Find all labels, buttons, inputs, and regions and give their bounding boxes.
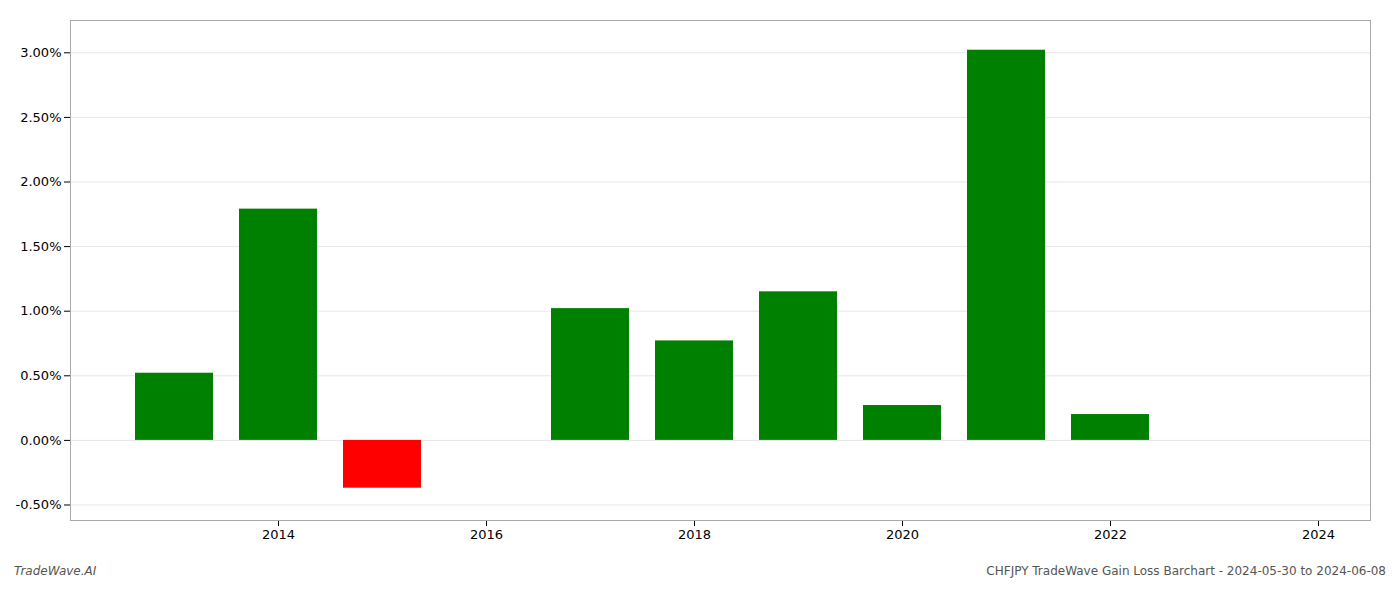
svg-text:2.50%: 2.50% bbox=[20, 110, 61, 125]
svg-text:3.00%: 3.00% bbox=[20, 45, 61, 60]
svg-text:2020: 2020 bbox=[886, 527, 919, 542]
svg-text:2024: 2024 bbox=[1302, 527, 1335, 542]
svg-text:0.50%: 0.50% bbox=[20, 368, 61, 383]
svg-text:1.00%: 1.00% bbox=[20, 303, 61, 318]
svg-text:2016: 2016 bbox=[470, 527, 503, 542]
svg-text:2022: 2022 bbox=[1094, 527, 1127, 542]
svg-text:1.50%: 1.50% bbox=[20, 239, 61, 254]
svg-text:2018: 2018 bbox=[678, 527, 711, 542]
svg-text:2014: 2014 bbox=[262, 527, 295, 542]
svg-text:2.00%: 2.00% bbox=[20, 174, 61, 189]
html-text:CHFJPY TradeWave Gain Loss Bar: CHFJPY TradeWave Gain Loss Barchart - 20… bbox=[986, 564, 1386, 578]
svg-text:-0.50%: -0.50% bbox=[16, 497, 62, 512]
html-text:TradeWave.AI: TradeWave.AI bbox=[14, 564, 97, 578]
svg-text:0.00%: 0.00% bbox=[20, 433, 61, 448]
